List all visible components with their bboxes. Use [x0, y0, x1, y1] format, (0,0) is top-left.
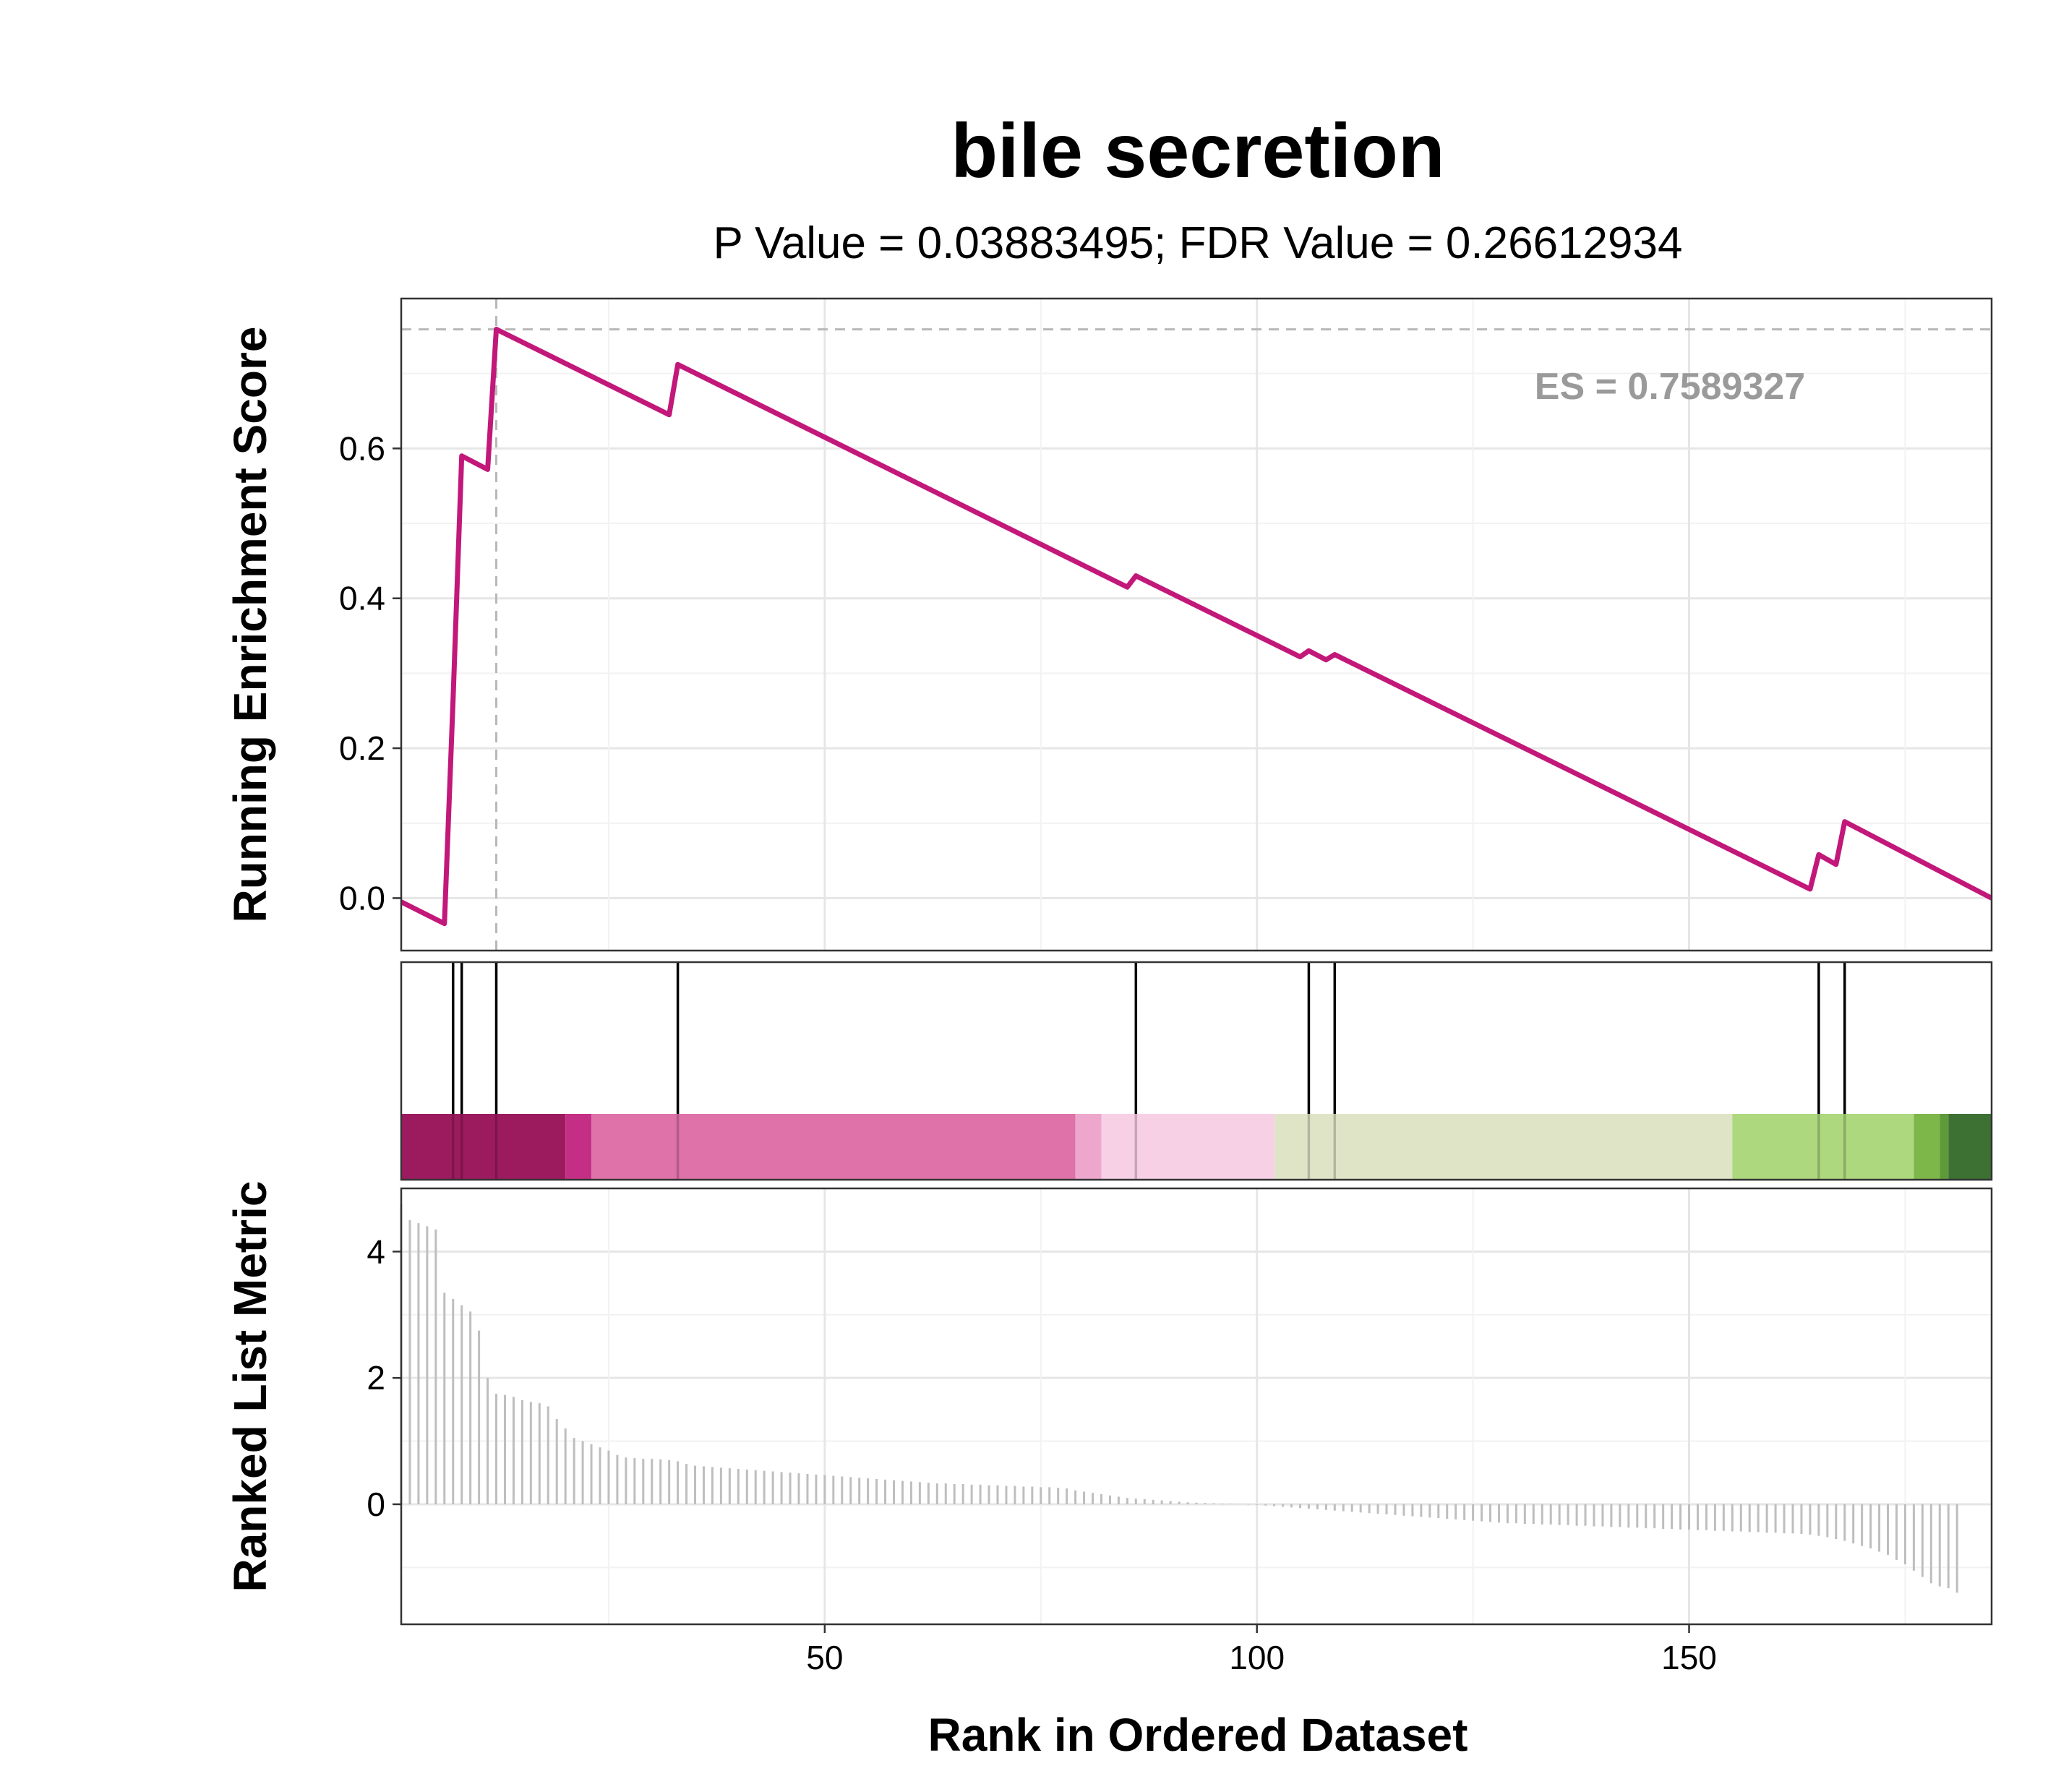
chart-subtitle: P Value = 0.03883495; FDR Value = 0.2661… [714, 218, 1683, 268]
es-label: ES = 0.7589327 [1535, 366, 1805, 408]
x-tick-label: 50 [806, 1639, 843, 1676]
ranked-gridlines [401, 1188, 1992, 1624]
hits-panel [400, 961, 1993, 1181]
enrichment-panel-border [400, 297, 1993, 952]
color-bar-segment [1274, 1114, 1733, 1180]
enrichment-panel: ES = 0.7589327 0.0 0.2 0.4 0.6 [339, 297, 1993, 952]
gene-hit-overlay [451, 1114, 1846, 1180]
y-tick-label: 0 [367, 1486, 385, 1523]
color-bar-segment [565, 1114, 592, 1180]
ranked-panel-border [400, 1187, 1993, 1626]
ranked-panel-background [401, 1188, 1992, 1624]
ranked-panel: 0 2 4 50 100 150 [367, 1187, 1993, 1676]
color-bar-segment [1940, 1114, 1949, 1180]
enrichment-panel-background [401, 299, 1992, 951]
y-tick-label: 2 [367, 1359, 385, 1397]
ranked-y-axis-title: Ranked List Metric [224, 1180, 276, 1592]
color-bar-segment [1101, 1114, 1274, 1180]
running-enrichment-line [400, 327, 1993, 927]
hits-panel-border [400, 961, 1993, 1181]
enrichment-gridlines [401, 299, 1992, 951]
y-tick-label: 0.4 [339, 580, 385, 617]
x-tick-label: 150 [1661, 1639, 1717, 1676]
color-bar-segment [1732, 1114, 1914, 1180]
enrichment-y-axis: 0.0 0.2 0.4 0.6 [339, 429, 401, 917]
x-tick-label: 100 [1229, 1639, 1285, 1676]
rank-color-bar [401, 1114, 1992, 1180]
color-bar-segment [591, 1114, 1076, 1180]
color-bar-segment [1075, 1114, 1102, 1180]
es-guide-lines [401, 299, 1992, 951]
color-bar-segment [401, 1114, 566, 1180]
y-tick-label: 0.2 [339, 729, 385, 767]
x-axis-title: Rank in Ordered Dataset [928, 1709, 1468, 1761]
y-tick-label: 0.0 [339, 879, 385, 917]
enrichment-y-axis-title: Running Enrichment Score [224, 327, 276, 923]
ranked-y-axis: 0 2 4 [367, 1232, 401, 1523]
x-axis: 50 100 150 [806, 1624, 1717, 1676]
y-tick-label: 4 [367, 1232, 385, 1270]
color-bar-segment [1948, 1114, 1992, 1180]
gene-hit-lines [451, 962, 1846, 1114]
y-tick-label: 0.6 [339, 429, 385, 467]
chart-title: bile secretion [951, 108, 1444, 194]
ranked-metric-bars [400, 1204, 1958, 1593]
color-bar-segment [1914, 1114, 1940, 1180]
